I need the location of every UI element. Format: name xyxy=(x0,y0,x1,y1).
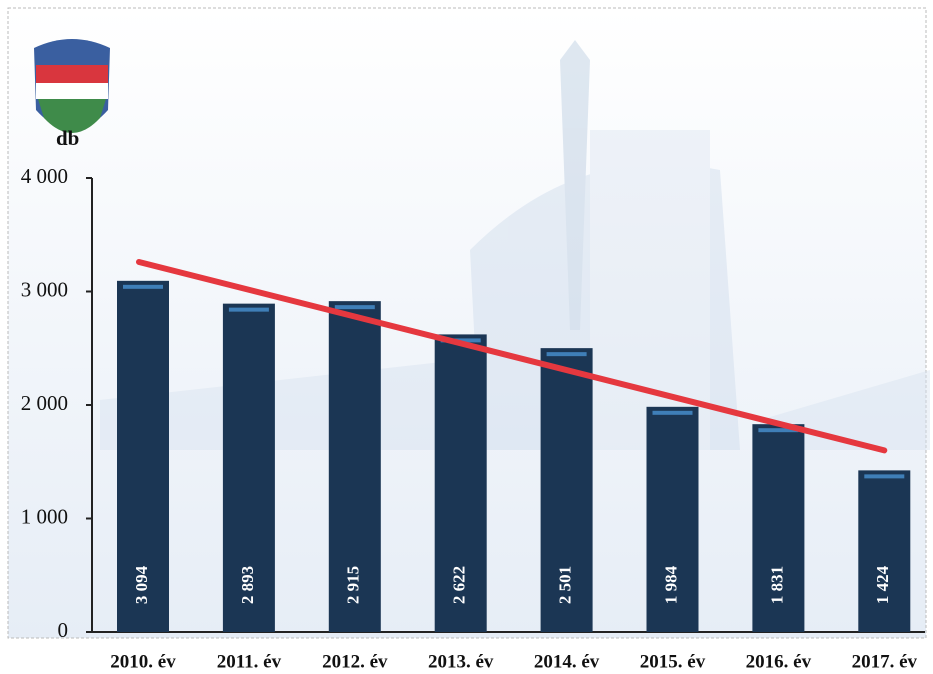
x-tick-label: 2015. év xyxy=(640,651,706,672)
x-tick-label: 2017. év xyxy=(852,651,918,672)
x-tick-label: 2011. év xyxy=(217,651,282,672)
x-tick-label: 2014. év xyxy=(534,651,600,672)
bar xyxy=(646,406,699,632)
trend-line xyxy=(136,258,888,454)
bar xyxy=(117,280,169,632)
y-tick-label: 3 000 xyxy=(21,277,68,301)
y-axis-label: db xyxy=(56,126,79,150)
logo xyxy=(34,39,110,133)
bar xyxy=(858,470,911,632)
value-label: 3 094 xyxy=(132,565,151,604)
bar-highlight xyxy=(123,284,163,289)
value-label: 2 622 xyxy=(450,566,469,604)
bar-highlight xyxy=(864,474,905,479)
y-tick-label: 2 000 xyxy=(21,391,68,415)
x-tick-label: 2012. év xyxy=(322,651,388,672)
value-label: 1 424 xyxy=(873,565,892,604)
y-tick-label: 0 xyxy=(58,618,69,642)
bar xyxy=(434,334,487,632)
bar-highlight xyxy=(334,305,375,310)
x-tick-label: 2010. év xyxy=(110,651,176,672)
bar xyxy=(540,348,593,632)
value-label: 2 893 xyxy=(238,566,257,604)
bar-highlight xyxy=(228,307,269,312)
value-label: 2 501 xyxy=(556,566,575,604)
bar xyxy=(328,301,381,632)
y-tick-label: 4 000 xyxy=(21,164,68,188)
value-label: 1 831 xyxy=(767,566,786,604)
bar-highlight xyxy=(546,352,587,357)
bar xyxy=(222,303,275,632)
value-label: 2 915 xyxy=(344,566,363,604)
bar-highlight xyxy=(652,410,693,415)
x-tick-label: 2013. év xyxy=(428,651,494,672)
bar-highlight xyxy=(758,428,799,433)
value-label: 1 984 xyxy=(661,565,680,604)
bar xyxy=(752,424,805,632)
x-tick-label: 2016. év xyxy=(746,651,812,672)
y-tick-label: 1 000 xyxy=(21,504,68,528)
